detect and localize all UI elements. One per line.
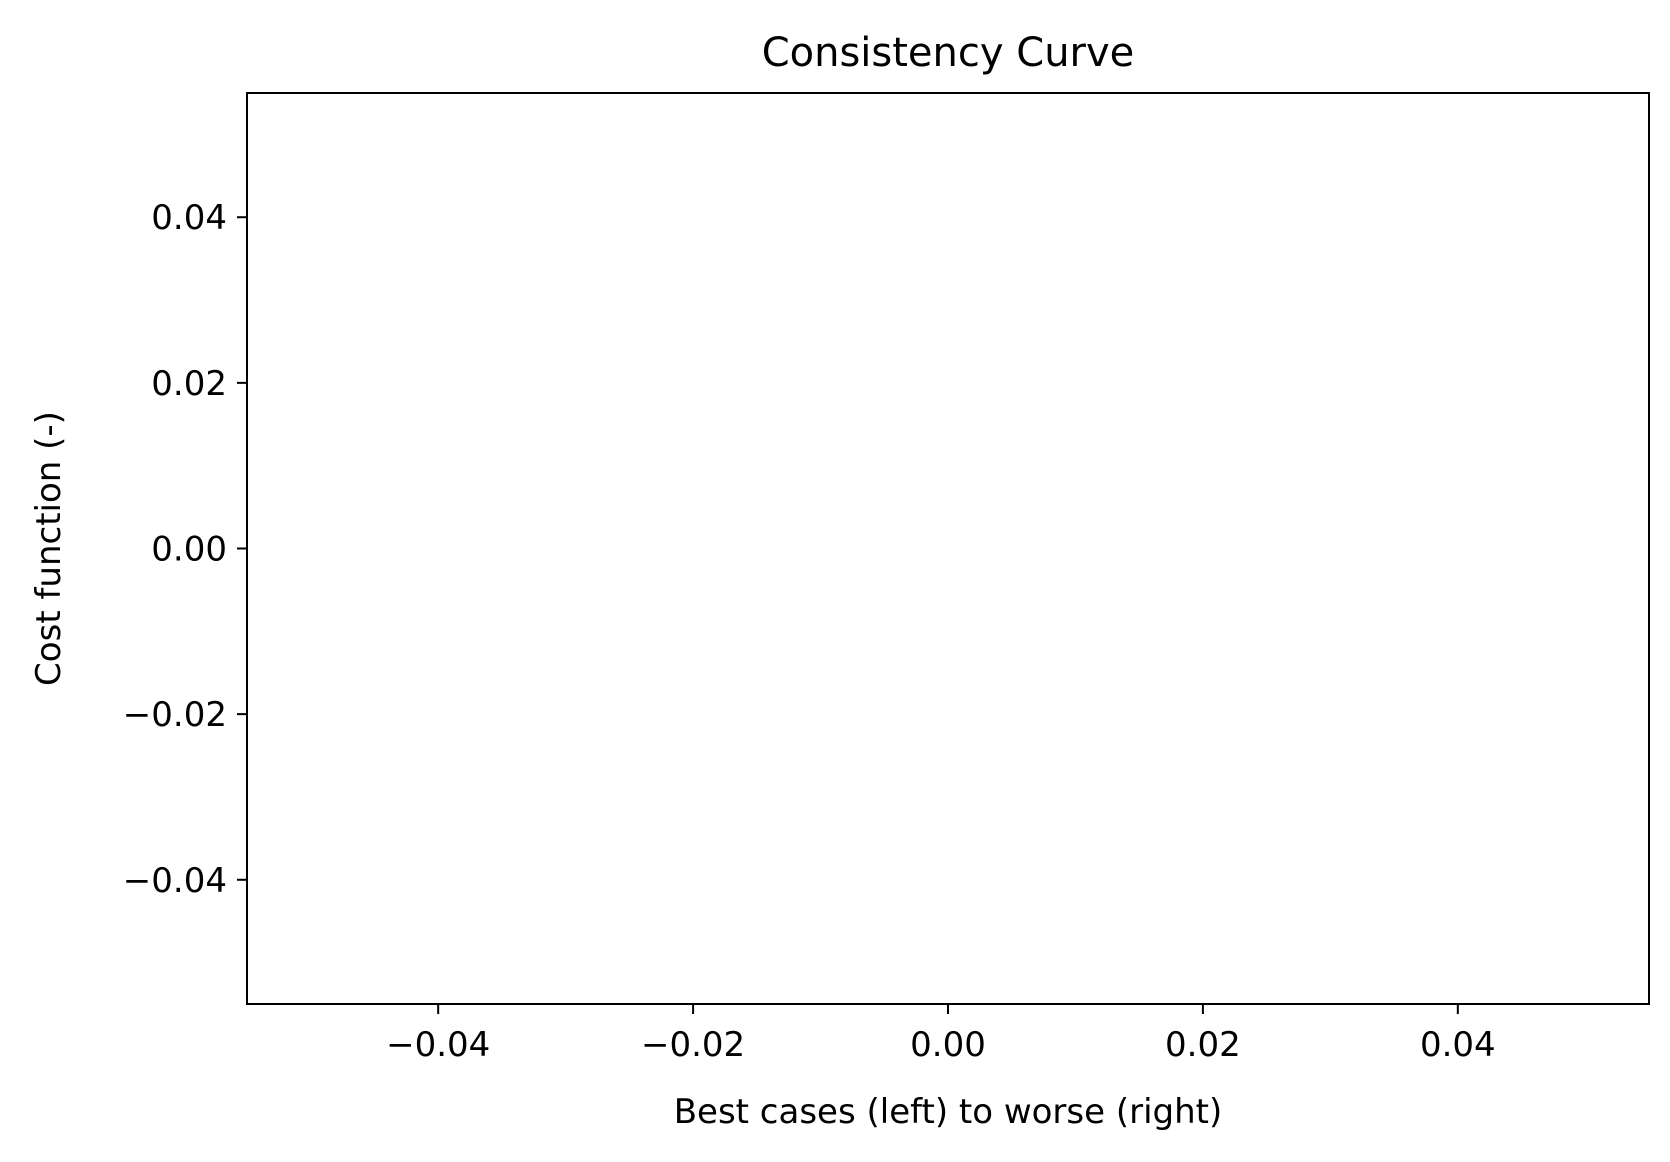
x-tick-label: 0.00 — [910, 1025, 986, 1065]
x-axis-ticks: −0.04 −0.02 0.00 0.02 0.04 — [386, 1004, 1496, 1065]
x-tick-label: 0.04 — [1420, 1025, 1496, 1065]
y-tick-label: 0.00 — [151, 530, 227, 570]
y-axis-label: Cost function (-) — [29, 411, 69, 686]
y-tick-label: −0.04 — [123, 861, 227, 901]
y-axis-ticks: −0.04 −0.02 0.00 0.02 0.04 — [123, 198, 247, 901]
chart-title: Consistency Curve — [762, 30, 1135, 76]
plot-area-frame — [246, 92, 1650, 1005]
y-tick-label: 0.02 — [151, 364, 227, 404]
x-tick-label: 0.02 — [1165, 1025, 1241, 1065]
x-tick-label: −0.02 — [641, 1025, 745, 1065]
x-tick-label: −0.04 — [386, 1025, 490, 1065]
y-tick-label: 0.04 — [151, 198, 227, 238]
y-tick-label: −0.02 — [123, 695, 227, 735]
x-axis-label: Best cases (left) to worse (right) — [674, 1092, 1223, 1132]
